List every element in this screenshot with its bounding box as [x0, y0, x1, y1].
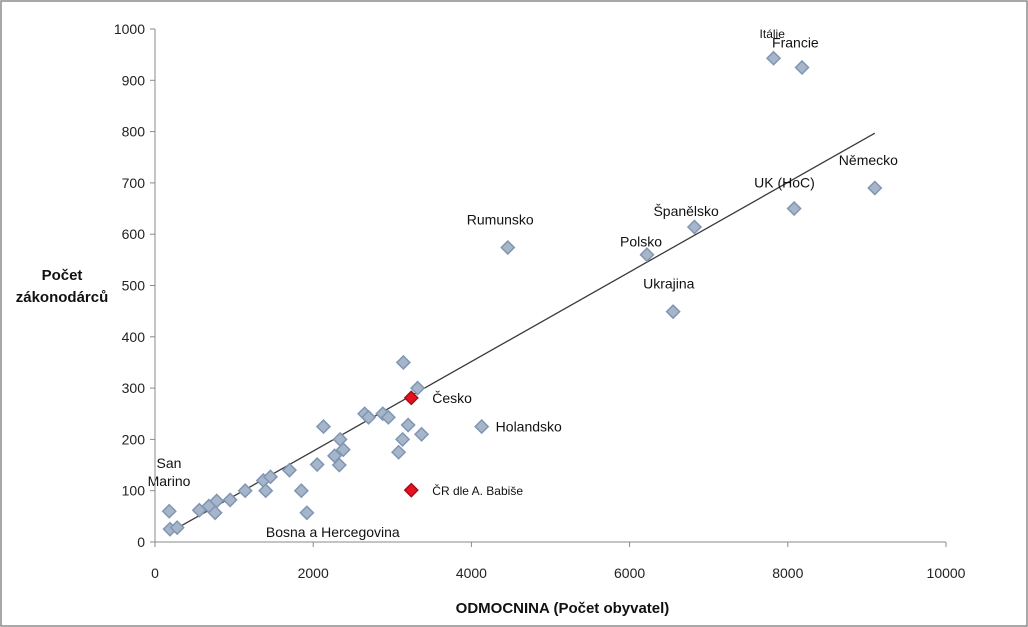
data-point: [262, 469, 279, 485]
highlighted-data-point: [403, 482, 419, 498]
data-point: [309, 456, 325, 473]
point-label: Francie: [772, 34, 819, 50]
point-label-line: Marino: [148, 473, 191, 489]
y-tick-label: 600: [122, 226, 146, 242]
point-label: Bosna a Hercegovina: [266, 524, 400, 540]
point-label: Itálie: [760, 27, 786, 41]
point-label: Německo: [839, 152, 898, 168]
data-point: [766, 50, 782, 66]
data-point: [281, 462, 298, 478]
x-tick-label: 8000: [772, 565, 803, 581]
trendline: [170, 132, 876, 533]
data-point: [414, 426, 430, 442]
data-point: [161, 503, 177, 519]
y-tick-label: 300: [122, 380, 146, 396]
data-point: [867, 180, 883, 196]
point-label: UK (HoC): [754, 175, 815, 191]
point-label-line: San: [157, 455, 182, 471]
data-point: [335, 442, 351, 458]
data-point: [209, 493, 225, 509]
point-label: San Marino: [148, 455, 191, 489]
data-point: [395, 431, 411, 447]
point-label: Rumunsko: [467, 212, 534, 228]
data-point: [786, 200, 802, 217]
point-label: Španělsko: [653, 203, 719, 219]
y-tick-label: 700: [122, 175, 146, 191]
data-point: [380, 409, 396, 425]
data-point: [474, 419, 490, 435]
point-label: Polsko: [620, 234, 662, 250]
x-tick-label: 2000: [298, 565, 329, 581]
data-point: [665, 304, 681, 320]
data-point: [639, 247, 655, 263]
x-tick-label: 6000: [614, 565, 645, 581]
data-point: [400, 417, 416, 433]
y-axis-title-line-2: zákonodárců: [16, 289, 109, 306]
y-tick-label: 1000: [114, 21, 145, 37]
x-tick-label: 0: [151, 565, 159, 581]
y-tick-label: 100: [122, 483, 146, 499]
y-tick-label: 800: [122, 124, 146, 140]
data-point: [391, 444, 407, 460]
data-point: [207, 505, 223, 521]
data-point: [361, 409, 377, 425]
y-tick-label: 400: [122, 329, 146, 345]
data-point: [794, 59, 810, 76]
data-point: [237, 483, 253, 499]
data-points: [161, 50, 883, 537]
point-label: ČR dle A. Babiše: [432, 483, 523, 498]
y-tick-label: 200: [122, 431, 146, 447]
data-point: [258, 483, 274, 499]
data-point: [395, 354, 411, 371]
data-point: [222, 492, 238, 508]
x-axis-title: ODMOCNINA (Počet obyvatel): [456, 600, 670, 617]
data-point: [169, 520, 185, 536]
y-tick-label: 0: [137, 534, 145, 550]
data-point: [331, 457, 347, 473]
trendline-group: [170, 132, 876, 533]
x-tick-label: 4000: [456, 565, 487, 581]
point-label: Česko: [432, 390, 472, 406]
point-label: Ukrajina: [643, 276, 695, 292]
data-point: [293, 483, 309, 499]
y-tick-label: 900: [122, 72, 146, 88]
highlighted-data-point: [403, 390, 419, 406]
point-label: Holandsko: [496, 419, 562, 435]
data-point: [410, 380, 426, 396]
y-axis-title-line-1: Počet: [42, 267, 83, 284]
data-point: [500, 239, 516, 256]
data-point: [686, 219, 703, 235]
x-tick-label: 10000: [927, 565, 966, 581]
y-tick-label: 500: [122, 278, 146, 294]
data-point: [315, 419, 332, 435]
data-point: [299, 505, 315, 521]
